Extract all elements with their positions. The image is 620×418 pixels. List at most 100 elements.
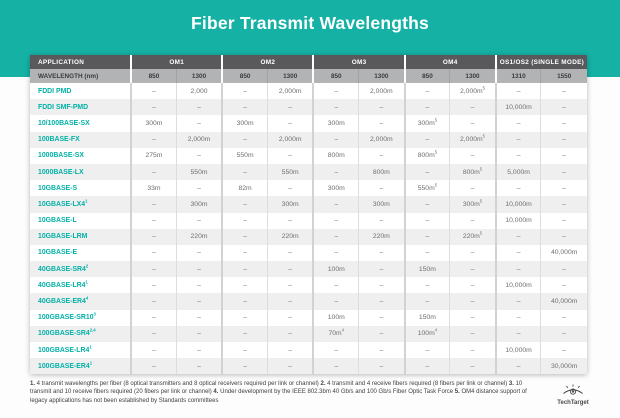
- distance-cell: –: [130, 309, 177, 326]
- distance-cell: 300m5: [403, 115, 450, 132]
- distance-cell: –: [266, 325, 314, 342]
- distance-cell: –: [221, 83, 268, 100]
- distance-cell: 5,000m: [494, 163, 541, 181]
- distance-cell: 220m: [358, 228, 405, 245]
- table-row: 1000BASE-LX –550m –550m –800m –800m5 5,000m –: [30, 163, 587, 181]
- distance-cell: 10,000m: [494, 277, 541, 294]
- footnote-number: 2.: [318, 381, 328, 387]
- table-row: 100GBASE-ER41– – – – – – – – –30,000m: [30, 358, 587, 375]
- distance-cell: –: [312, 244, 359, 262]
- distance-cell: –: [494, 309, 541, 326]
- distance-cell: 10,000m: [494, 212, 541, 229]
- wavelength-value-header: 850: [312, 69, 359, 83]
- distance-cell: –: [449, 293, 496, 310]
- application-cell: 10GBASE-LRM: [30, 228, 132, 245]
- distance-cell: –: [175, 342, 223, 359]
- application-cell: FDDI SMF-PMD: [30, 99, 132, 116]
- distance-cell: 800m: [312, 147, 359, 164]
- group-header-om3: OM3: [312, 55, 405, 69]
- distance-cell: –: [312, 342, 359, 359]
- distance-cell: –: [449, 244, 496, 262]
- distance-cell: –: [540, 147, 587, 164]
- distance-cell: 10,000m: [494, 196, 541, 213]
- distance-cell: –: [175, 244, 223, 262]
- distance-cell: –: [175, 180, 223, 197]
- distance-cell: –: [494, 293, 541, 310]
- distance-cell: –: [221, 342, 268, 359]
- distance-cell: –: [358, 99, 405, 116]
- distance-cell: –: [358, 309, 405, 326]
- table-row: 1000BASE-SX 275m –550m –800m –800m5– – –: [30, 147, 587, 164]
- distance-cell: –: [130, 358, 177, 375]
- distance-cell: –: [449, 342, 496, 359]
- distance-cell: –: [312, 131, 359, 148]
- distance-cell: –: [266, 342, 314, 359]
- distance-cell: –: [449, 309, 496, 326]
- distance-cell: –: [449, 325, 496, 342]
- distance-cell: –: [358, 244, 405, 262]
- distance-cell: –: [221, 261, 268, 278]
- distance-cell: –: [494, 325, 541, 342]
- distance-cell: –: [403, 99, 450, 116]
- distance-cell: 150m: [403, 309, 450, 326]
- page-title: Fiber Transmit Wavelengths: [191, 13, 429, 33]
- distance-cell: 82m: [221, 180, 268, 197]
- footnotes: 1. 4 transmit wavelengths per fiber (8 o…: [30, 381, 527, 404]
- distance-cell: –: [449, 99, 496, 116]
- distance-cell: –: [540, 325, 587, 342]
- distance-cell: –: [403, 342, 450, 359]
- application-cell: 10GBASE-E: [30, 244, 132, 262]
- header-row-wavelengths: WAVELENGTH (nm) 850 1300 850 1300 850 1300 850 1…: [30, 69, 587, 83]
- distance-cell: –: [221, 293, 268, 310]
- distance-cell: 10,000m: [494, 99, 541, 116]
- distance-cell: –: [449, 180, 496, 197]
- table-row: 10GBASE-E – – – – – – – – –40,000m: [30, 244, 587, 262]
- distance-cell: –: [449, 115, 496, 132]
- distance-cell: 550m5: [403, 180, 450, 197]
- distance-cell: –: [449, 358, 496, 375]
- distance-cell: –: [358, 212, 405, 229]
- distance-cell: –: [403, 131, 450, 148]
- distance-cell: –: [130, 83, 177, 100]
- distance-cell: –: [358, 358, 405, 375]
- footnote-number: 3.: [507, 381, 516, 387]
- distance-cell: 800m5: [403, 147, 450, 164]
- distance-cell: 300m: [312, 115, 359, 132]
- group-header-om1: OM1: [130, 55, 223, 69]
- table-row: 40GBASE-SR42– – – –100m –150m – – –: [30, 261, 587, 278]
- distance-cell: –: [221, 325, 268, 342]
- distance-cell: –: [221, 99, 268, 116]
- table-row: FDDI PMD –2,000–2,000m –2,000m –2,000m5– –: [30, 83, 587, 100]
- distance-cell: –: [221, 228, 268, 245]
- distance-cell: –: [130, 293, 177, 310]
- distance-cell: –: [494, 131, 541, 148]
- distance-cell: –: [130, 99, 177, 116]
- distance-cell: –: [312, 358, 359, 375]
- distance-cell: 2,000: [175, 83, 223, 100]
- table-row: 10GBASE-LRM –220m –220m –220m –220m5– –: [30, 228, 587, 245]
- distance-cell: –: [221, 163, 268, 181]
- distance-cell: 550m: [175, 163, 223, 181]
- wavelength-value-header: 850: [221, 69, 268, 83]
- wavelength-value-header: 1300: [358, 69, 405, 83]
- table-header: APPLICATION OM1 OM2 OM3 OM4 OS1/OS2 (SINGLE M…: [30, 55, 587, 83]
- distance-cell: 2,000m: [358, 131, 405, 148]
- distance-cell: –: [403, 163, 450, 181]
- distance-cell: –: [540, 163, 587, 181]
- wavelength-value-header: 1300: [266, 69, 314, 83]
- table-row: 10GBASE-LX41–300m –300m –300m –300m5 10,000m…: [30, 196, 587, 213]
- distance-cell: –: [540, 277, 587, 294]
- distance-cell: 300m: [266, 196, 314, 213]
- application-cell: 1000BASE-LX: [30, 163, 132, 181]
- distance-cell: 70m4: [312, 325, 359, 342]
- wavelength-header: WAVELENGTH (nm): [30, 69, 132, 83]
- distance-cell: –: [266, 309, 314, 326]
- distance-cell: –: [175, 277, 223, 294]
- distance-cell: –: [403, 196, 450, 213]
- distance-cell: –: [266, 180, 314, 197]
- distance-cell: –: [494, 244, 541, 262]
- table-row: 100GBASE-SR42,4– – – –70m4–100m4– – –: [30, 325, 587, 342]
- group-header-om2: OM2: [221, 55, 314, 69]
- distance-cell: –: [130, 325, 177, 342]
- distance-cell: –: [175, 358, 223, 375]
